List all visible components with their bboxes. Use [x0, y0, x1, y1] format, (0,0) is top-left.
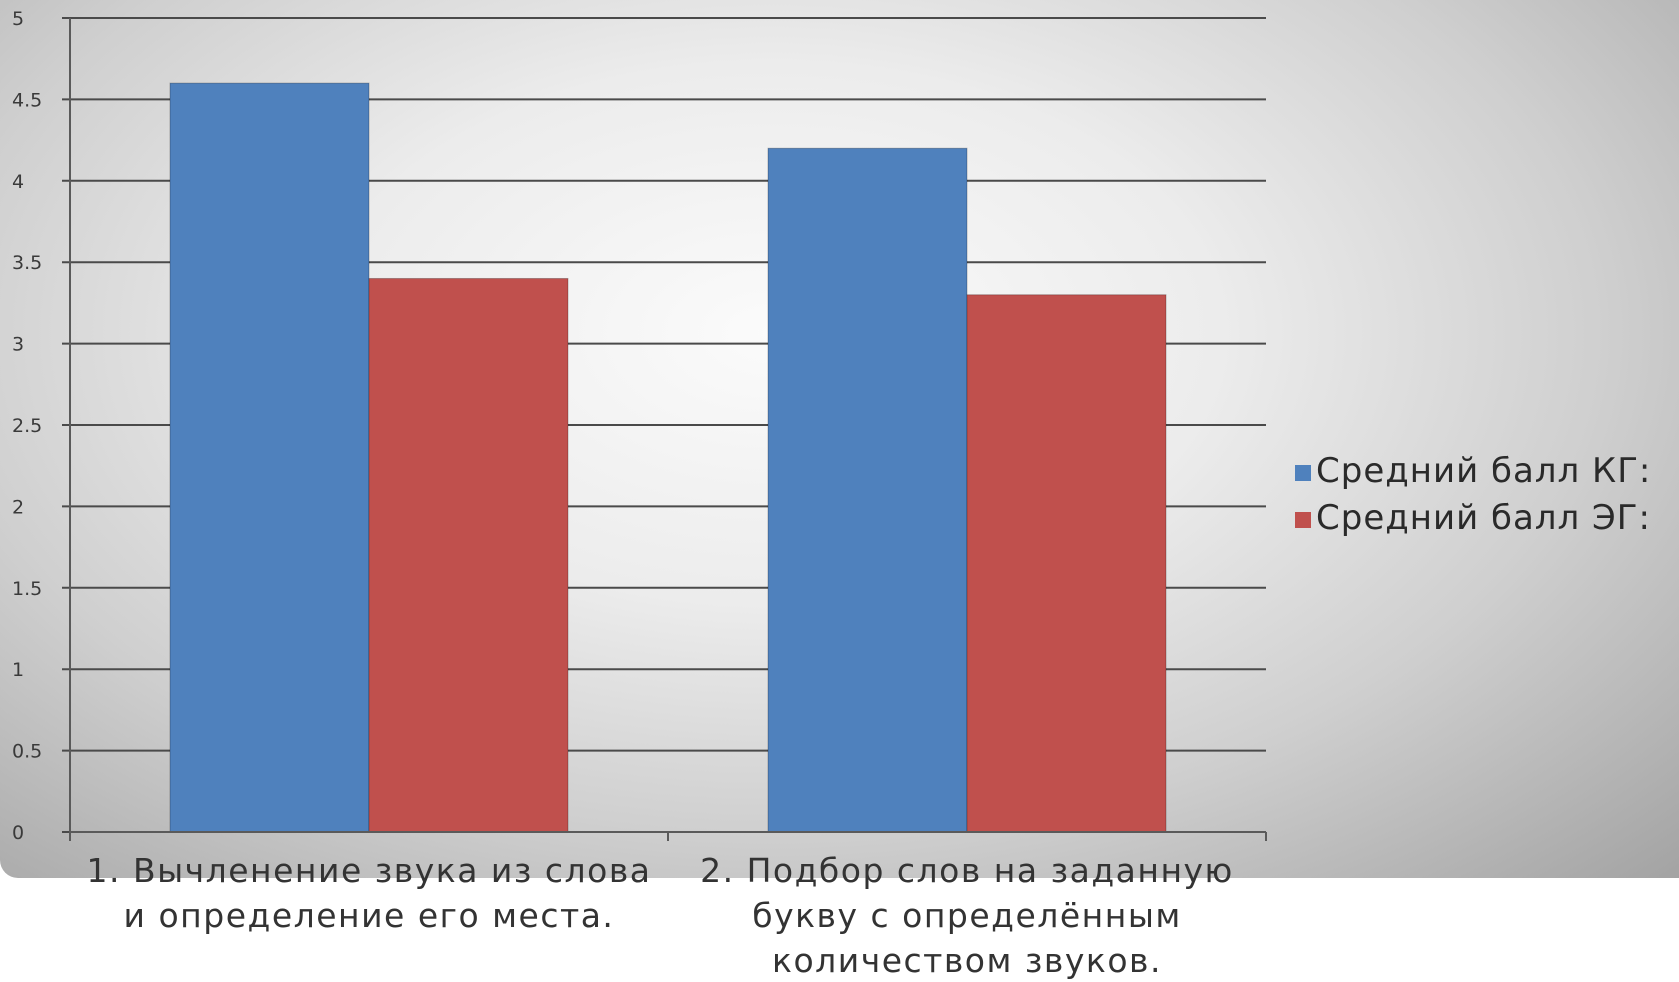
- y-tick-label: 2: [12, 496, 24, 518]
- x-category-label: 2. Подбор слов на заданную: [700, 851, 1234, 890]
- legend-swatch: [1295, 512, 1311, 528]
- y-tick-label: 3.5: [12, 252, 42, 274]
- y-tick-label: 2.5: [12, 415, 42, 437]
- y-tick-label: 3: [12, 334, 24, 356]
- y-tick-label: 1.5: [12, 578, 42, 600]
- x-category-label: количеством звуков.: [772, 941, 1162, 980]
- y-tick-label: 5: [12, 8, 24, 30]
- legend-label: Средний балл ЭГ:: [1316, 498, 1651, 538]
- y-axis-ticks: 0 0.5 1 1.5 2 2.5 3 3.5 4 4.5 5: [12, 8, 42, 844]
- legend-swatch: [1295, 465, 1311, 481]
- y-tick-label: 4: [12, 171, 24, 193]
- axes: [69, 18, 1267, 841]
- bars: [169, 82, 1167, 833]
- bar: [767, 147, 968, 833]
- bar: [368, 277, 569, 833]
- y-tick-label: 4.5: [12, 89, 42, 111]
- legend: Средний балл КГ: Средний балл ЭГ:: [1295, 451, 1651, 538]
- y-tick-label: 0.5: [12, 741, 42, 763]
- x-category-label: 1. Вычленение звука из слова: [86, 851, 651, 890]
- x-category-label: букву с определённым: [752, 896, 1182, 935]
- bar: [966, 294, 1167, 833]
- bar: [169, 82, 370, 833]
- y-tick-label: 0: [12, 822, 24, 844]
- legend-label: Средний балл КГ:: [1316, 451, 1651, 491]
- x-category-label: и определение его места.: [124, 896, 615, 935]
- y-tick-label: 1: [12, 659, 24, 681]
- x-axis-labels: 1. Вычленение звука из слова и определени…: [86, 851, 1234, 980]
